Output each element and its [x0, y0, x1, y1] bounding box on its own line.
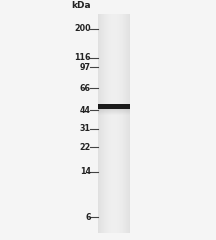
Text: 31: 31 [80, 124, 91, 133]
Text: 22: 22 [79, 143, 91, 152]
Text: kDa: kDa [71, 1, 91, 11]
Text: 200: 200 [74, 24, 91, 33]
Text: 6: 6 [85, 213, 91, 222]
Text: 14: 14 [80, 167, 91, 176]
Text: 66: 66 [80, 84, 91, 93]
Text: 116: 116 [74, 53, 91, 62]
Text: 44: 44 [80, 106, 91, 114]
Bar [98, 104, 130, 109]
Text: 97: 97 [80, 63, 91, 72]
